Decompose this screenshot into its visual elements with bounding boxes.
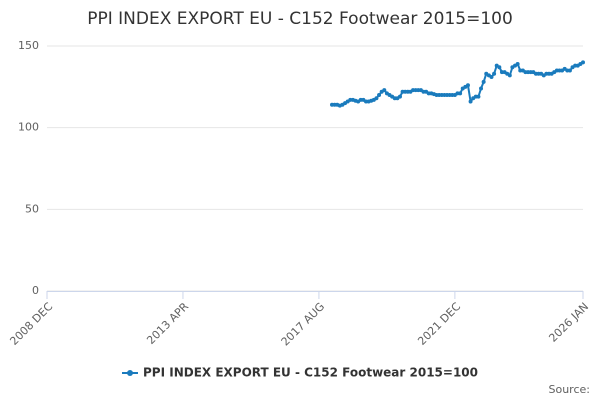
point bbox=[497, 65, 502, 70]
point bbox=[468, 99, 473, 104]
x-tick-label: 2008 DEC bbox=[7, 300, 55, 348]
chart-title: PPI INDEX EXPORT EU - C152 Footwear 2015… bbox=[87, 9, 513, 29]
point bbox=[567, 68, 572, 73]
point bbox=[377, 93, 382, 97]
y-tick-label: 100 bbox=[18, 121, 39, 134]
x-tick-label: 2013 APR bbox=[144, 300, 191, 347]
point bbox=[465, 83, 470, 88]
line bbox=[331, 61, 584, 107]
legend-label: PPI INDEX EXPORT EU - C152 Footwear 2015… bbox=[143, 366, 478, 380]
point bbox=[492, 71, 497, 76]
point bbox=[507, 73, 512, 78]
y-tick-label: 0 bbox=[32, 284, 39, 297]
point bbox=[374, 96, 379, 101]
y-tick-label: 150 bbox=[18, 39, 39, 52]
point bbox=[515, 61, 520, 66]
x-tick-label: 2017 AUG bbox=[279, 300, 328, 349]
point bbox=[382, 88, 387, 93]
x-tick-label: 2021 DEC bbox=[415, 300, 463, 348]
x-tick-label: 2026 JAN bbox=[546, 300, 591, 345]
legend-marker bbox=[127, 370, 133, 376]
point bbox=[581, 60, 585, 65]
point bbox=[479, 86, 484, 91]
point bbox=[458, 91, 463, 96]
y-tick-label: 50 bbox=[25, 202, 39, 215]
point bbox=[489, 75, 494, 80]
point bbox=[481, 79, 486, 84]
source: Source: bbox=[549, 383, 591, 396]
point bbox=[397, 94, 402, 99]
point bbox=[476, 94, 481, 99]
